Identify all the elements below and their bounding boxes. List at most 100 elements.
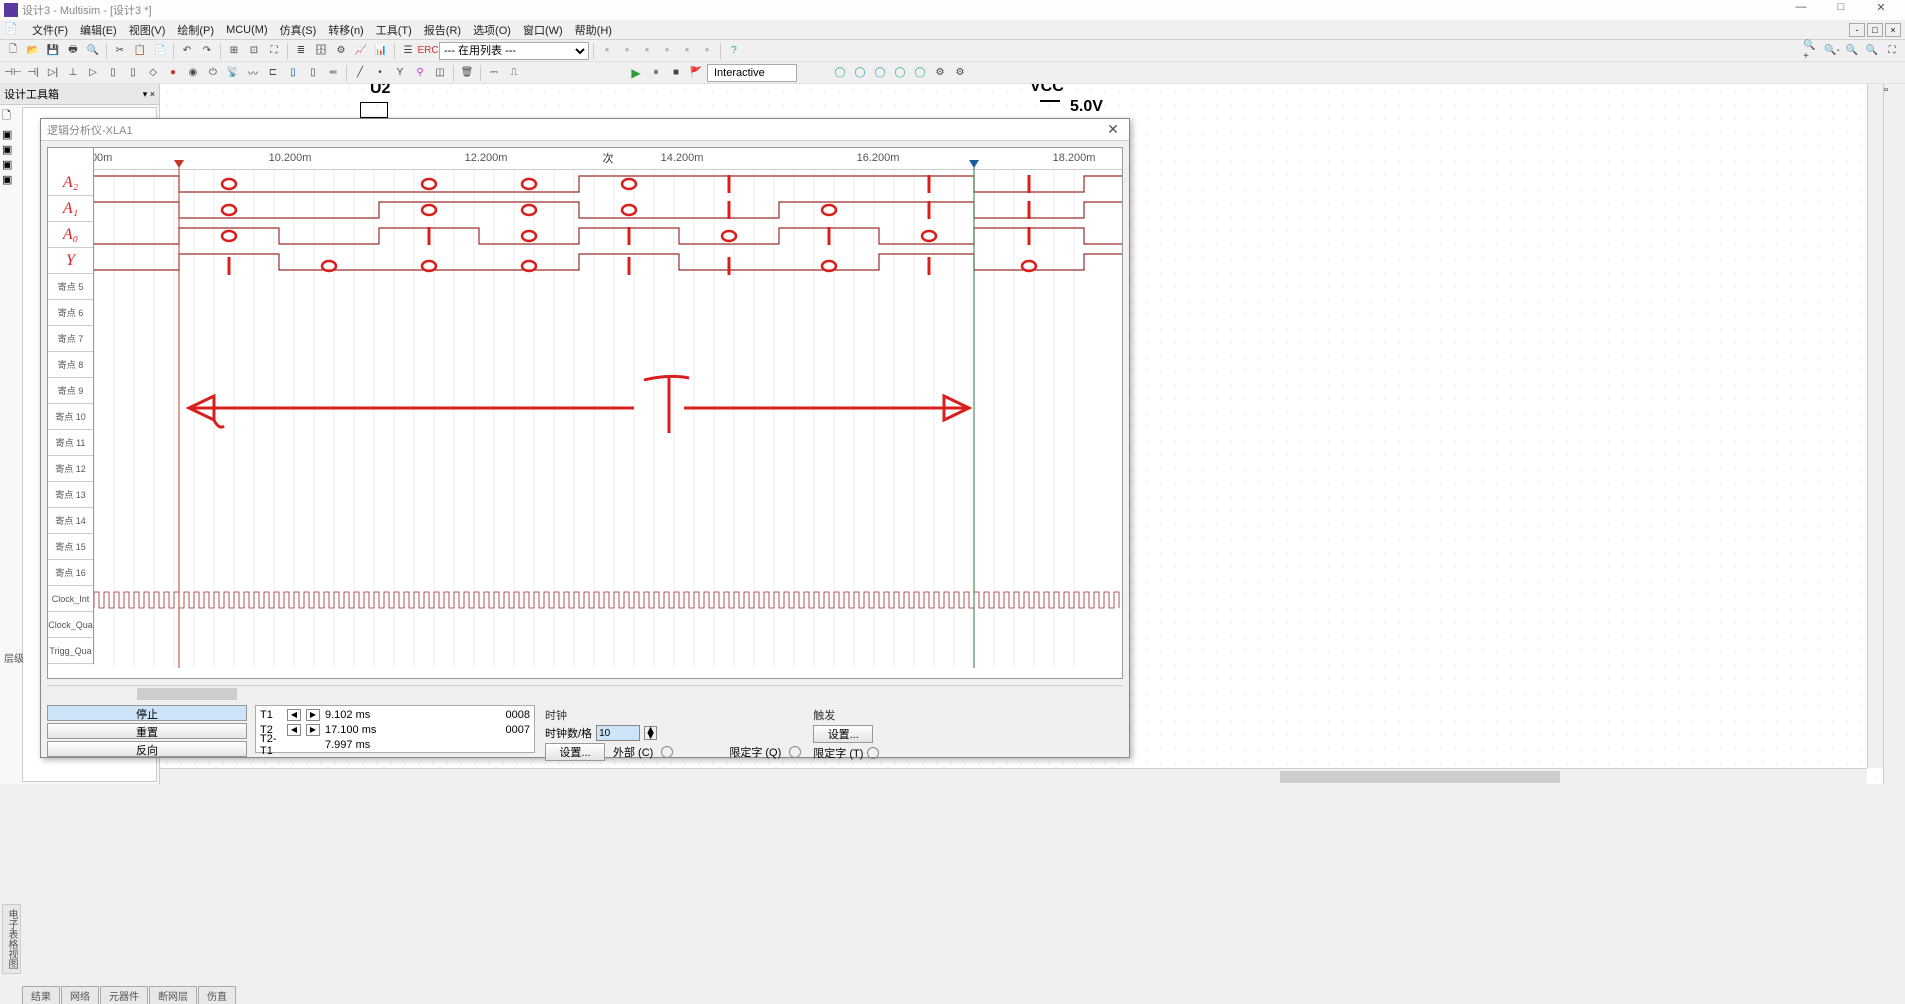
menu-transfer[interactable]: 转移(n) (322, 22, 369, 38)
menu-edit[interactable]: 编辑(E) (74, 22, 123, 38)
tool-a-icon[interactable]: ▫ (598, 42, 616, 60)
mdi-restore[interactable]: □ (1867, 23, 1883, 37)
t2-left-button[interactable]: ◀ (287, 724, 301, 736)
preview-icon[interactable]: 🔍 (84, 42, 102, 60)
run-button[interactable]: ▶ (627, 64, 645, 82)
delete-icon[interactable]: 🗑 (458, 64, 476, 82)
analysis-e-icon[interactable]: ◯ (911, 64, 929, 82)
tree-file-icon[interactable]: 🗋 (2, 107, 18, 126)
ic-icon[interactable]: ▯ (104, 64, 122, 82)
indicator-icon[interactable]: ◉ (184, 64, 202, 82)
save-icon[interactable]: 💾 (44, 42, 62, 60)
step-icon[interactable]: 🚩 (687, 64, 705, 82)
source-icon[interactable]: ● (164, 64, 182, 82)
mcu-icon[interactable]: ▯ (284, 64, 302, 82)
cut-icon[interactable]: ✂ (111, 42, 129, 60)
resistor-icon[interactable]: ⊣⊢ (4, 64, 22, 82)
waveform-hscrollbar[interactable] (47, 685, 1123, 701)
list-icon[interactable]: ☰ (399, 42, 417, 60)
menu-options[interactable]: 选项(O) (467, 22, 517, 38)
canvas-hscrollbar[interactable] (160, 768, 1867, 784)
clock-div-down[interactable]: ▼ (645, 733, 656, 739)
capacitor-icon[interactable]: ⊣| (24, 64, 42, 82)
hierarchy-tab[interactable]: 层级 (4, 650, 24, 665)
postproc-icon[interactable]: 📊 (372, 42, 390, 60)
tree-node2-icon[interactable]: ▣ (2, 158, 18, 171)
erc-icon[interactable]: ERC (419, 42, 437, 60)
reverse-button[interactable]: 反向 (47, 741, 247, 757)
menu-file[interactable]: 文件(F) (26, 22, 74, 38)
undo-icon[interactable]: ↶ (178, 42, 196, 60)
tree-folder-icon[interactable]: ▣ (2, 128, 18, 141)
t2-right-button[interactable]: ▶ (306, 724, 320, 736)
junction-icon[interactable]: • (371, 64, 389, 82)
bus-icon[interactable]: ═ (324, 64, 342, 82)
open-icon[interactable]: 📂 (24, 42, 42, 60)
ext-clock-terminal[interactable] (661, 746, 673, 758)
new-icon[interactable]: 🗋 (4, 42, 22, 60)
menu-view[interactable]: 视图(V) (123, 22, 172, 38)
menu-place[interactable]: 绘制(P) (171, 22, 220, 38)
power-icon[interactable]: ⏻ (204, 64, 222, 82)
stop-button[interactable]: ■ (667, 64, 685, 82)
trigger-settings-button[interactable]: 设置... (813, 725, 873, 743)
net2-icon[interactable]: ⎍ (505, 64, 523, 82)
analysis-c-icon[interactable]: ◯ (871, 64, 889, 82)
connector-icon[interactable]: ⊏ (264, 64, 282, 82)
tool-b-icon[interactable]: ▫ (618, 42, 636, 60)
tool-f-icon[interactable]: ▫ (698, 42, 716, 60)
cmos-icon[interactable]: ▯ (124, 64, 142, 82)
analysis-a-icon[interactable]: ◯ (831, 64, 849, 82)
help-icon[interactable]: ? (725, 42, 743, 60)
zoom-out-icon[interactable]: 🔍- (1823, 42, 1841, 60)
bottom-tab-3[interactable]: 断网层 (149, 986, 197, 1004)
mdi-close[interactable]: × (1885, 23, 1901, 37)
component-icon[interactable]: ⚙ (332, 42, 350, 60)
tree-node3-icon[interactable]: ▣ (2, 173, 18, 186)
diode-icon[interactable]: ▷| (44, 64, 62, 82)
scope-icon[interactable]: ◫ (431, 64, 449, 82)
t1-left-button[interactable]: ◀ (287, 709, 301, 721)
tool-e-icon[interactable]: ▫ (678, 42, 696, 60)
analysis-g-icon[interactable]: ⚙ (951, 64, 969, 82)
analysis-b-icon[interactable]: ◯ (851, 64, 869, 82)
bottom-tab-1[interactable]: 网络 (61, 986, 99, 1004)
tool-d-icon[interactable]: ▫ (658, 42, 676, 60)
analysis-f-icon[interactable]: ⚙ (931, 64, 949, 82)
menu-help[interactable]: 帮助(H) (569, 22, 618, 38)
zoom-area-icon[interactable]: ⊡ (245, 42, 263, 60)
menu-reports[interactable]: 报告(R) (418, 22, 467, 38)
canvas-vscrollbar[interactable] (1867, 84, 1883, 768)
grapher-icon[interactable]: 📈 (352, 42, 370, 60)
toolbox-pin-icon[interactable]: ▾ × (143, 89, 155, 100)
redo-icon[interactable]: ↷ (198, 42, 216, 60)
zoom-in-icon[interactable]: 🔍+ (1803, 42, 1821, 60)
stop-button[interactable]: 停止 (47, 705, 247, 721)
tool-c-icon[interactable]: ▫ (638, 42, 656, 60)
spreadsheet-vertical-tab[interactable]: 电子表格视图 (2, 904, 21, 974)
menu-simulate[interactable]: 仿真(S) (274, 22, 323, 38)
maximize-button[interactable]: □ (1821, 1, 1861, 19)
wire-icon[interactable]: ╱ (351, 64, 369, 82)
zoom-fit-icon[interactable]: ⊞ (225, 42, 243, 60)
reset-button[interactable]: 重置 (47, 723, 247, 739)
print-icon[interactable]: 🖶 (64, 42, 82, 60)
waveform-plot[interactable]: 次 8.200m10.200m12.200m14.200m16.200m18.2… (94, 148, 1122, 678)
probe-icon[interactable]: ⚲ (411, 64, 429, 82)
text-icon[interactable]: Y (391, 64, 409, 82)
trigger-qual-terminal[interactable] (867, 747, 879, 759)
database-icon[interactable]: 🗄 (312, 42, 330, 60)
canvas-hscroll-thumb[interactable] (1280, 771, 1560, 783)
bottom-tab-0[interactable]: 结果 (22, 986, 60, 1004)
dialog-close-icon[interactable]: ✕ (1103, 121, 1123, 138)
clock-settings-button[interactable]: 设置... (545, 743, 605, 761)
menu-tools[interactable]: 工具(T) (370, 22, 418, 38)
waveform-hscroll-thumb[interactable] (137, 688, 237, 700)
mdi-minimize[interactable]: - (1849, 23, 1865, 37)
copy-icon[interactable]: 📋 (131, 42, 149, 60)
misc-icon[interactable]: ◇ (144, 64, 162, 82)
fit-icon[interactable]: ⛶ (1883, 42, 1901, 60)
in-use-list-combo[interactable]: --- 在用列表 --- (439, 42, 589, 60)
interactive-mode[interactable]: Interactive (707, 64, 797, 82)
tree-node-icon[interactable]: ▣ (2, 143, 18, 156)
